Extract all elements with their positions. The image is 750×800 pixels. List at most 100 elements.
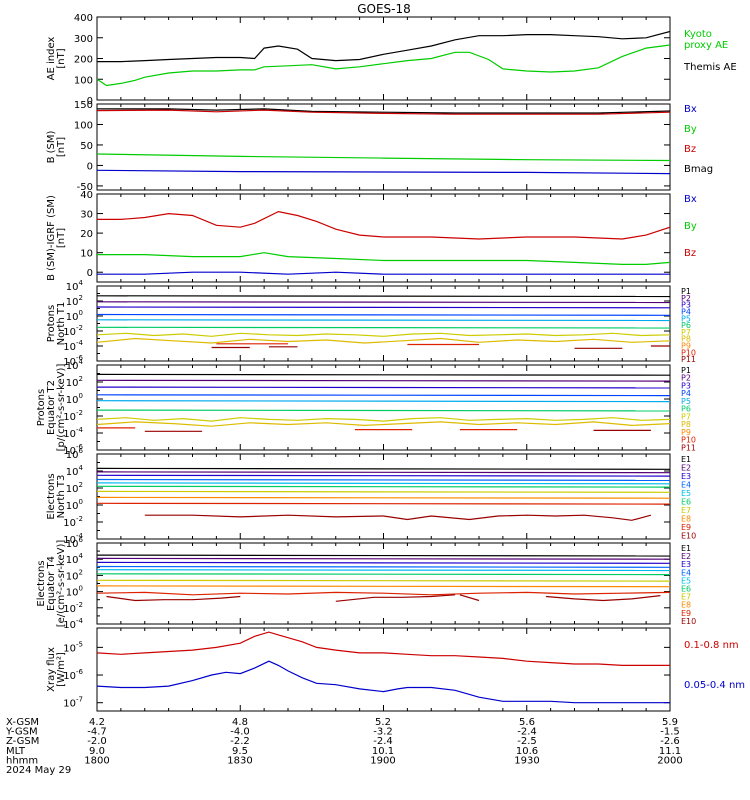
- legend-entry: E7: [681, 593, 691, 602]
- legend-entry: P10: [681, 436, 696, 445]
- series-e6: [97, 485, 670, 488]
- series-p3: [97, 386, 670, 389]
- y-tick-label: 40: [80, 190, 93, 201]
- legend-entry: proxy AE: [684, 40, 728, 51]
- series-bz: [97, 210, 670, 240]
- x-axis-value: -1.5: [660, 727, 680, 738]
- legend-entry: P1: [681, 287, 691, 296]
- legend-entry: 0.1-0.8 nm: [684, 640, 739, 651]
- x-axis-row-label: X-GSM: [6, 717, 39, 728]
- y-axis-label: B (SM): [46, 130, 57, 163]
- legend-entry: E2: [681, 552, 691, 561]
- y-tick-label: 10-2: [63, 601, 83, 615]
- panel-frame: [96, 453, 671, 540]
- y-tick-label: 104: [66, 464, 84, 478]
- x-axis-value: -3.2: [373, 727, 393, 738]
- legend-entry: P4: [681, 389, 691, 398]
- y-axis-label: AE index: [46, 37, 57, 81]
- series-p1: [97, 373, 670, 376]
- date-label: 2024 May 29: [6, 765, 71, 776]
- y-tick-label: 10-7: [63, 696, 83, 710]
- x-axis-value: 1930: [514, 755, 539, 766]
- legend-entry: E4: [681, 568, 691, 577]
- y-tick-label: 106: [66, 536, 84, 550]
- series-e8: [97, 585, 670, 588]
- y-tick-label: 0: [87, 96, 93, 107]
- panel-frame: [96, 285, 671, 362]
- series-p8: [97, 421, 670, 427]
- y-axis-label: Protons: [36, 389, 47, 426]
- y-tick-label: 102: [66, 481, 83, 495]
- series-e10: [144, 514, 652, 521]
- series-e3: [97, 474, 670, 477]
- series-e4: [97, 565, 670, 568]
- legend-entry: P11: [681, 355, 696, 364]
- y-tick-label: 100: [66, 309, 83, 323]
- x-axis-value: -4.0: [230, 727, 250, 738]
- y-tick-label: 10-6: [63, 354, 83, 368]
- x-axis-value: 1900: [370, 755, 395, 766]
- panel-electrons2: 10-4 10-2 100 102 104 106 Electrons Equator T4[…: [36, 536, 696, 631]
- x-axis-value: -2.2: [230, 736, 250, 747]
- x-axis-value: 5.6: [519, 717, 535, 728]
- series-bx: [97, 271, 670, 275]
- x-axis-value: 4.2: [89, 717, 105, 728]
- y-axis-label: Equator T2: [46, 380, 57, 435]
- legend-entry: P8: [681, 335, 691, 344]
- legend-entry: P10: [681, 348, 696, 357]
- y-axis-label: Xray flux: [46, 647, 57, 692]
- series-p3: [97, 306, 670, 309]
- y-axis-label: B (SM)-IGRF (SM): [46, 195, 57, 281]
- legend-entry: Bz: [684, 248, 696, 259]
- y-tick-label: 10-4: [63, 339, 83, 353]
- legend-entry: Bmag: [684, 164, 713, 175]
- legend-entry: E4: [681, 481, 691, 490]
- legend-entry: E9: [681, 609, 691, 618]
- legend-entry: P9: [681, 342, 691, 351]
- x-axis-row-label: MLT: [6, 746, 26, 757]
- series-e8: [97, 496, 670, 499]
- x-axis-value: -2.4: [517, 727, 537, 738]
- legend-entry: P5: [681, 397, 691, 406]
- legend-entry: E10: [681, 617, 696, 626]
- series-p6: [97, 326, 670, 329]
- series-p4: [97, 313, 670, 316]
- y-axis-label: [W/m²]: [56, 652, 67, 687]
- legend-entry: P6: [681, 405, 691, 414]
- x-axis-value: -2.6: [660, 736, 680, 747]
- y-axis-label: Electrons: [36, 560, 47, 606]
- x-axis-value: -2.0: [87, 736, 107, 747]
- legend-entry: Bz: [684, 144, 696, 155]
- series-e6: [97, 573, 670, 576]
- x-axis-value: -2.4: [373, 736, 393, 747]
- series-e9: [97, 591, 670, 596]
- legend-entry: Bx: [684, 194, 697, 205]
- series-group: [97, 295, 670, 349]
- series-e5: [97, 569, 670, 572]
- series-group: [97, 554, 670, 602]
- legend-entry: E2: [681, 464, 691, 473]
- series-bz: [97, 109, 670, 115]
- legend-entry: P3: [681, 381, 691, 390]
- y-tick-label: 10-2: [63, 515, 83, 529]
- legend-entry: Kyoto: [684, 29, 712, 40]
- y-axis-label: [nT]: [56, 228, 67, 248]
- y-tick-label: 10: [80, 249, 93, 260]
- series-bmag: [97, 108, 670, 114]
- y-axis-label: Protons: [46, 305, 57, 342]
- y-tick-label: 300: [74, 34, 93, 45]
- series-p7: [97, 417, 670, 422]
- y-tick-label: 100: [74, 75, 93, 86]
- series-e10b: [335, 594, 456, 602]
- series-0-1-0-8-nm: [97, 631, 670, 667]
- series-e10: [106, 595, 241, 602]
- legend-entry: P3: [681, 301, 691, 310]
- panel-bigrf: 0 10 20 30 40 B (SM)-IGRF (SM) [nT] Bx By Bz: [46, 190, 697, 283]
- y-tick-label: 0: [87, 161, 93, 172]
- legend-entry: P2: [681, 294, 691, 303]
- x-axis-value: 10.6: [516, 746, 538, 757]
- series-e5: [97, 482, 670, 485]
